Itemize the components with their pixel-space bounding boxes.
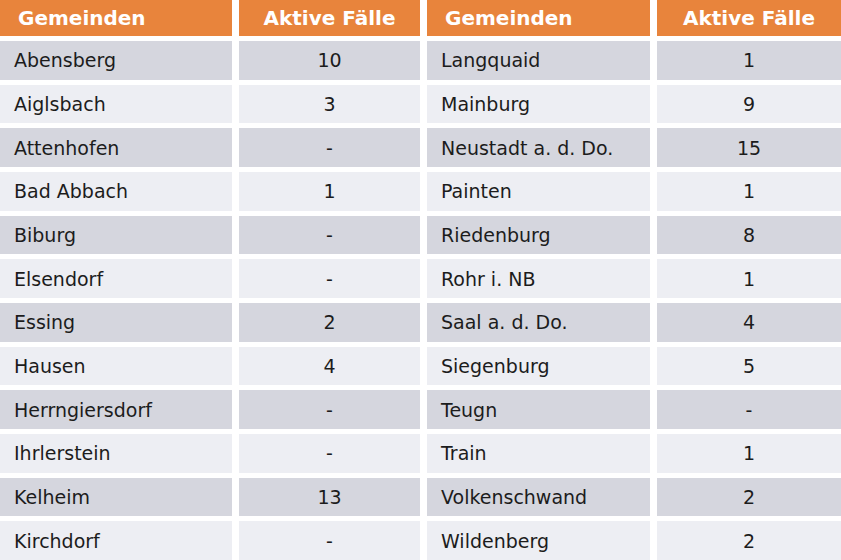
municipality-name-cell: Essing [0, 303, 232, 342]
municipality-name-cell: Mainburg [427, 85, 650, 124]
active-cases-value-cell: 3 [239, 85, 420, 124]
active-cases-value-cell: - [239, 259, 420, 298]
municipality-name-cell: Kelheim [0, 478, 232, 517]
active-cases-value-cell: 2 [239, 303, 420, 342]
active-cases-value-cell: - [239, 390, 420, 429]
active-cases-value-cell: 5 [657, 347, 841, 386]
municipality-name-cell: Abensberg [0, 41, 232, 80]
active-cases-value-cell: 15 [657, 128, 841, 167]
active-cases-value-cell: 1 [239, 172, 420, 211]
municipality-name-cell: Riedenburg [427, 216, 650, 255]
municipality-name-cell: Hausen [0, 347, 232, 386]
active-cases-value-cell: 1 [657, 259, 841, 298]
municipality-name-cell: Kirchdorf [0, 521, 232, 560]
header-gemeinden-right: Gemeinden [427, 0, 650, 36]
municipality-name-cell: Rohr i. NB [427, 259, 650, 298]
active-cases-value-cell: 2 [657, 478, 841, 517]
municipality-name-cell: Saal a. d. Do. [427, 303, 650, 342]
municipality-name-cell: Neustadt a. d. Do. [427, 128, 650, 167]
active-cases-value-cell: - [657, 390, 841, 429]
municipality-name-cell: Volkenschwand [427, 478, 650, 517]
municipality-name-cell: Wildenberg [427, 521, 650, 560]
active-cases-value-cell: 8 [657, 216, 841, 255]
municipality-name-cell: Elsendorf [0, 259, 232, 298]
active-cases-value-cell: 13 [239, 478, 420, 517]
active-cases-value-cell: 10 [239, 41, 420, 80]
active-cases-value-cell: - [239, 128, 420, 167]
municipality-name-cell: Herrngiersdorf [0, 390, 232, 429]
active-cases-value-cell: 9 [657, 85, 841, 124]
municipality-name-cell: Bad Abbach [0, 172, 232, 211]
active-cases-value-cell: 1 [657, 41, 841, 80]
municipality-name-cell: Painten [427, 172, 650, 211]
municipality-name-cell: Ihrlerstein [0, 434, 232, 473]
municipality-name-cell: Langquaid [427, 41, 650, 80]
active-cases-value-cell: 2 [657, 521, 841, 560]
municipality-name-cell: Aiglsbach [0, 85, 232, 124]
active-cases-value-cell: - [239, 521, 420, 560]
active-cases-value-cell: - [239, 434, 420, 473]
header-aktive-faelle-right: Aktive Fälle [657, 0, 841, 36]
active-cases-value-cell: 4 [239, 347, 420, 386]
header-aktive-faelle-left: Aktive Fälle [239, 0, 420, 36]
active-cases-value-cell: 1 [657, 172, 841, 211]
active-cases-value-cell: 4 [657, 303, 841, 342]
header-gemeinden-left: Gemeinden [0, 0, 232, 36]
active-cases-value-cell: - [239, 216, 420, 255]
municipality-name-cell: Attenhofen [0, 128, 232, 167]
municipality-name-cell: Siegenburg [427, 347, 650, 386]
active-cases-table: Gemeinden Aktive Fälle Gemeinden Aktive … [0, 0, 841, 560]
active-cases-value-cell: 1 [657, 434, 841, 473]
municipality-name-cell: Biburg [0, 216, 232, 255]
municipality-name-cell: Train [427, 434, 650, 473]
municipality-name-cell: Teugn [427, 390, 650, 429]
